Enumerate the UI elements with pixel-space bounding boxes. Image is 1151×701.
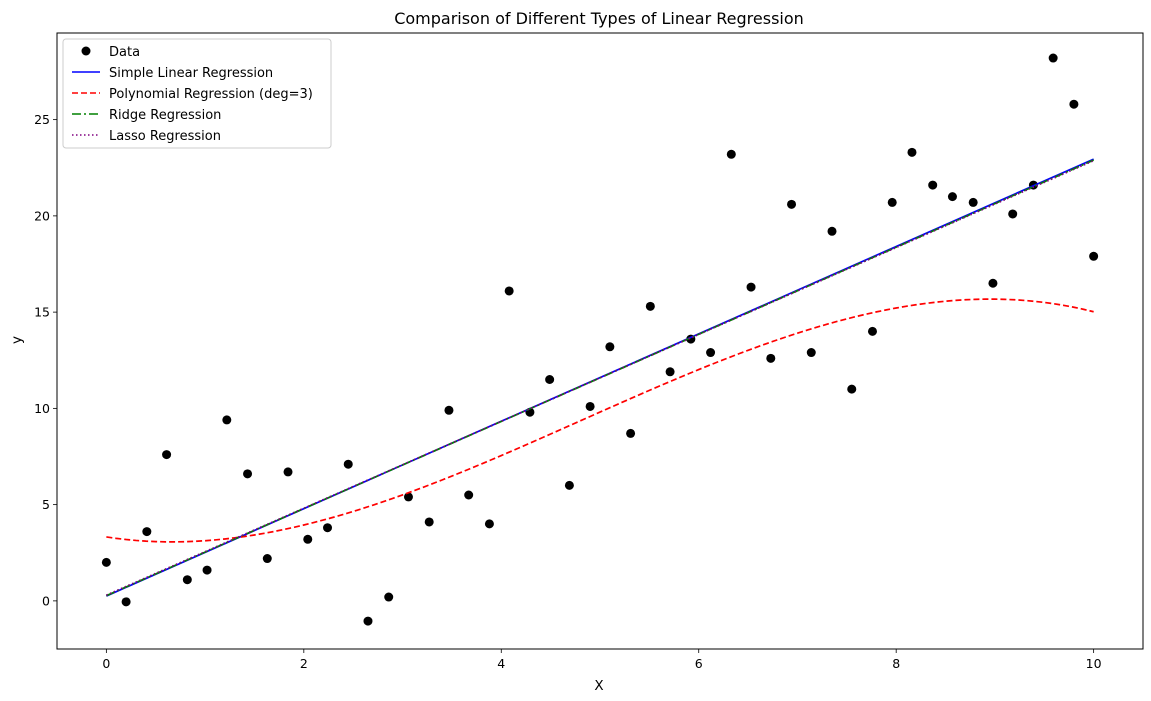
x-tick-label-4: 8 xyxy=(892,656,900,671)
y-tick-label-2: 10 xyxy=(34,401,50,416)
data-point xyxy=(766,353,776,363)
data-point xyxy=(243,469,253,479)
x-axis-label: X xyxy=(594,678,603,694)
chart-title: Comparison of Different Types of Linear … xyxy=(394,9,804,28)
y-tick-label-1: 5 xyxy=(42,497,50,512)
data-point xyxy=(283,467,293,477)
data-point xyxy=(1008,209,1018,219)
legend-label-data: Data xyxy=(109,45,140,60)
ridge-line xyxy=(106,159,1094,597)
data-point xyxy=(947,192,957,202)
x-tick-label-1: 2 xyxy=(300,656,308,671)
data-point xyxy=(928,180,938,190)
data-point xyxy=(303,534,313,544)
data-point xyxy=(384,592,394,602)
data-point xyxy=(424,517,434,527)
data-point xyxy=(504,286,514,296)
legend-marker-data xyxy=(81,46,91,56)
data-point xyxy=(121,597,131,607)
data-point xyxy=(605,342,615,352)
y-axis-label: y xyxy=(9,336,25,344)
data-point xyxy=(626,428,636,438)
data-point xyxy=(968,197,978,207)
legend-label-simple: Simple Linear Regression xyxy=(109,66,273,81)
data-point xyxy=(182,575,192,585)
legend-label-poly: Polynomial Regression (deg=3) xyxy=(109,87,313,102)
legend: Data Simple Linear Regression Polynomial… xyxy=(62,38,332,149)
data-point xyxy=(806,348,816,358)
data-point xyxy=(645,301,655,311)
data-point xyxy=(827,226,837,236)
x-tick-label-3: 6 xyxy=(695,656,703,671)
data-point xyxy=(726,149,736,159)
x-tick-label-2: 4 xyxy=(497,656,505,671)
data-point xyxy=(867,326,877,336)
data-point xyxy=(746,282,756,292)
data-point xyxy=(222,415,232,425)
data-point xyxy=(585,401,595,411)
data-point xyxy=(1069,99,1079,109)
data-point xyxy=(1048,53,1058,63)
data-point xyxy=(787,199,797,209)
x-tick-label-0: 0 xyxy=(102,656,110,671)
legend-frame xyxy=(62,38,332,149)
data-point xyxy=(484,519,494,529)
data-point xyxy=(887,197,897,207)
data-point xyxy=(545,375,555,384)
axes-frame xyxy=(56,32,1144,650)
data-point xyxy=(202,565,212,575)
y-tick-label-4: 20 xyxy=(34,208,50,223)
data-point xyxy=(847,384,857,394)
data-point xyxy=(323,523,333,533)
data-point xyxy=(665,367,675,377)
x-tick-label-5: 10 xyxy=(1086,656,1102,671)
data-point xyxy=(907,147,917,157)
plot-area: 0 2 4 6 8 10 0 5 10 15 20 25 xyxy=(34,32,1144,671)
data-point xyxy=(101,557,111,567)
polynomial-curve xyxy=(106,298,1094,543)
data-point xyxy=(444,405,454,415)
data-point xyxy=(142,527,152,537)
legend-label-lasso: Lasso Regression xyxy=(109,129,221,144)
y-tick-label-0: 0 xyxy=(42,593,50,608)
data-point xyxy=(162,450,172,460)
data-point xyxy=(403,492,413,502)
data-point xyxy=(1089,251,1099,261)
legend-label-ridge: Ridge Regression xyxy=(109,108,221,123)
y-tick-label-5: 25 xyxy=(34,112,50,127)
data-point xyxy=(464,490,474,500)
data-point xyxy=(343,459,353,469)
data-point xyxy=(262,554,272,564)
data-point xyxy=(706,348,716,358)
data-point xyxy=(363,616,373,626)
data-point xyxy=(988,278,998,288)
data-point xyxy=(564,480,574,490)
y-tick-label-3: 15 xyxy=(34,305,50,320)
